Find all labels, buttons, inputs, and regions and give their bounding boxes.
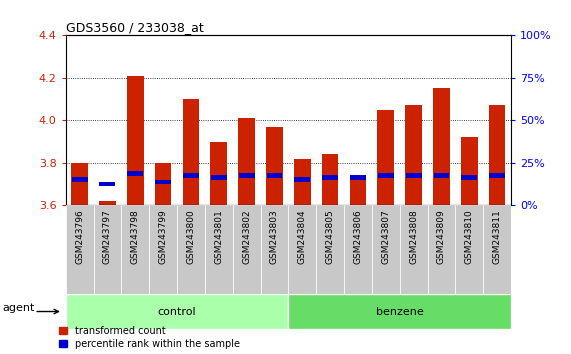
Bar [294, 177, 310, 182]
Bar [183, 173, 199, 178]
Text: GSM243804: GSM243804 [297, 210, 307, 264]
Bar [71, 177, 87, 182]
Text: GSM243801: GSM243801 [214, 210, 223, 264]
Bar [210, 142, 227, 205]
Text: GSM243806: GSM243806 [353, 210, 363, 264]
Bar [461, 137, 477, 205]
Bar [155, 179, 171, 184]
Bar [489, 173, 505, 178]
Bar [349, 176, 367, 205]
Legend: transformed count, percentile rank within the sample: transformed count, percentile rank withi… [59, 326, 240, 349]
Bar [267, 173, 283, 178]
Bar [288, 294, 511, 329]
Bar [66, 294, 288, 329]
Text: GSM243797: GSM243797 [103, 210, 112, 264]
Bar [127, 171, 143, 176]
Text: control: control [158, 307, 196, 316]
Bar [211, 175, 227, 180]
Text: benzene: benzene [376, 307, 424, 316]
Bar [378, 173, 394, 178]
Bar [350, 175, 366, 180]
Text: GSM243798: GSM243798 [131, 210, 140, 264]
Bar [377, 110, 394, 205]
Bar [316, 205, 344, 294]
Bar [122, 205, 149, 294]
Bar [405, 173, 421, 178]
Text: GSM243810: GSM243810 [465, 210, 474, 264]
Text: GSM243808: GSM243808 [409, 210, 418, 264]
Bar [456, 205, 483, 294]
Bar [483, 205, 511, 294]
Text: GSM243802: GSM243802 [242, 210, 251, 264]
Text: GSM243805: GSM243805 [325, 210, 335, 264]
Bar [238, 118, 255, 205]
Text: GSM243811: GSM243811 [493, 210, 502, 264]
Bar [433, 173, 449, 178]
Bar [149, 205, 177, 294]
Text: agent: agent [3, 303, 35, 313]
Bar [183, 99, 199, 205]
Bar [489, 105, 505, 205]
Text: GSM243799: GSM243799 [159, 210, 168, 264]
Text: GSM243807: GSM243807 [381, 210, 391, 264]
Bar [372, 205, 400, 294]
Bar [405, 105, 422, 205]
Bar [66, 205, 94, 294]
Bar [99, 201, 116, 205]
Text: GSM243809: GSM243809 [437, 210, 446, 264]
Text: GSM243796: GSM243796 [75, 210, 84, 264]
Bar [99, 182, 115, 187]
Bar [177, 205, 205, 294]
Bar [94, 205, 122, 294]
Text: GSM243800: GSM243800 [186, 210, 195, 264]
Bar [294, 159, 311, 205]
Bar [71, 163, 88, 205]
Bar [322, 175, 338, 180]
Bar [127, 76, 144, 205]
Bar [344, 205, 372, 294]
Bar [400, 205, 428, 294]
Bar [428, 205, 456, 294]
Bar [461, 175, 477, 180]
Bar [266, 127, 283, 205]
Bar [205, 205, 233, 294]
Text: GDS3560 / 233038_at: GDS3560 / 233038_at [66, 21, 203, 34]
Bar [233, 205, 260, 294]
Bar [322, 154, 339, 205]
Bar [288, 205, 316, 294]
Bar [155, 163, 171, 205]
Bar [260, 205, 288, 294]
Text: GSM243803: GSM243803 [270, 210, 279, 264]
Bar [239, 173, 255, 178]
Bar [433, 88, 450, 205]
